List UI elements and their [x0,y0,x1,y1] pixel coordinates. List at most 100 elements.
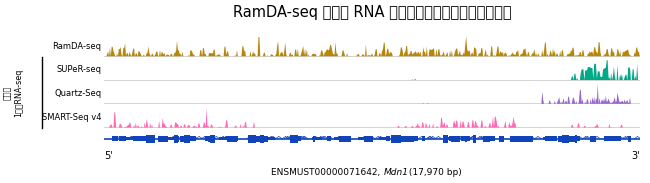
Bar [562,135,569,143]
Text: ENSMUST00000071642,: ENSMUST00000071642, [272,168,384,177]
Bar [519,136,530,142]
Bar [186,137,196,141]
Bar [543,137,553,140]
Bar [520,137,530,141]
Bar [259,135,264,143]
Bar [290,135,298,143]
Bar [483,136,490,142]
Text: 5': 5' [104,151,112,161]
Bar [137,137,140,140]
Bar [576,137,580,141]
Bar [396,137,403,140]
Text: RamDA-seq は長鎖 RNA でも捉え漏らしなく計測できる: RamDA-seq は長鎖 RNA でも捉え漏らしなく計測できる [233,5,512,20]
Bar [443,135,447,143]
Bar [575,135,577,143]
Bar [516,137,523,140]
Bar [209,136,214,142]
Text: ENSMUST00000071642, Mdn1 (17,970 bp): ENSMUST00000071642, Mdn1 (17,970 bp) [0,182,1,183]
Bar [129,137,138,140]
Bar [612,137,616,141]
Bar [408,136,414,142]
Bar [519,137,528,141]
Bar [133,137,139,141]
Bar [138,137,147,140]
Bar [491,137,495,141]
Bar [136,137,146,141]
Bar [570,136,575,142]
Bar [313,136,315,142]
Bar [387,137,390,141]
Bar [448,137,458,141]
Bar [176,136,179,142]
Bar [312,137,322,140]
Bar [569,136,571,142]
Bar [590,136,596,142]
Bar [112,137,118,141]
Bar [401,136,408,142]
Bar [391,135,401,143]
Bar [248,135,256,143]
Bar [604,137,614,141]
Text: (17,970 bp): (17,970 bp) [406,168,462,177]
Bar [268,137,275,140]
Bar [445,137,448,140]
Bar [364,136,373,142]
Bar [148,137,153,141]
Bar [205,137,211,141]
Text: 3': 3' [632,151,640,161]
Bar [292,137,300,141]
Text: SMART-Seq v4: SMART-Seq v4 [42,113,101,122]
Bar [379,137,387,140]
Bar [219,137,228,140]
Bar [486,137,491,141]
Bar [174,135,178,143]
Bar [545,137,549,141]
Bar [558,136,567,142]
Bar [363,137,368,141]
Bar [339,136,346,142]
Bar [546,137,557,141]
Text: Quartz-Seq: Quartz-Seq [54,89,101,98]
Bar [148,137,154,140]
Bar [180,136,187,142]
Bar [461,137,469,141]
Bar [159,136,168,142]
Text: RamDA-seq: RamDA-seq [52,42,101,51]
Text: 既存の
1細胞RNA-seq: 既存の 1細胞RNA-seq [3,68,23,117]
Bar [612,137,621,141]
Bar [184,135,190,143]
Bar [407,137,410,140]
Bar [165,137,174,140]
Bar [450,136,460,142]
Bar [526,136,534,142]
Bar [614,137,619,140]
Bar [358,137,369,140]
Bar [138,137,146,141]
Bar [227,136,237,142]
Bar [119,137,125,141]
Bar [146,135,155,143]
Text: Mdn1: Mdn1 [384,168,408,177]
Bar [422,137,426,141]
Bar [327,137,330,141]
Bar [335,137,343,140]
Bar [210,135,215,143]
Bar [413,137,417,141]
Bar [411,137,418,141]
Bar [526,137,532,141]
Bar [262,137,268,140]
Bar [628,136,630,142]
Bar [410,137,414,140]
Text: SUPeR-seq: SUPeR-seq [57,65,101,74]
Bar [510,136,519,142]
Bar [258,136,268,142]
Bar [344,136,350,142]
Bar [577,137,580,141]
Bar [235,137,239,141]
Bar [455,137,458,141]
Bar [138,137,148,140]
Bar [499,136,504,142]
Bar [473,135,476,143]
Bar [122,137,133,140]
Bar [484,137,492,141]
